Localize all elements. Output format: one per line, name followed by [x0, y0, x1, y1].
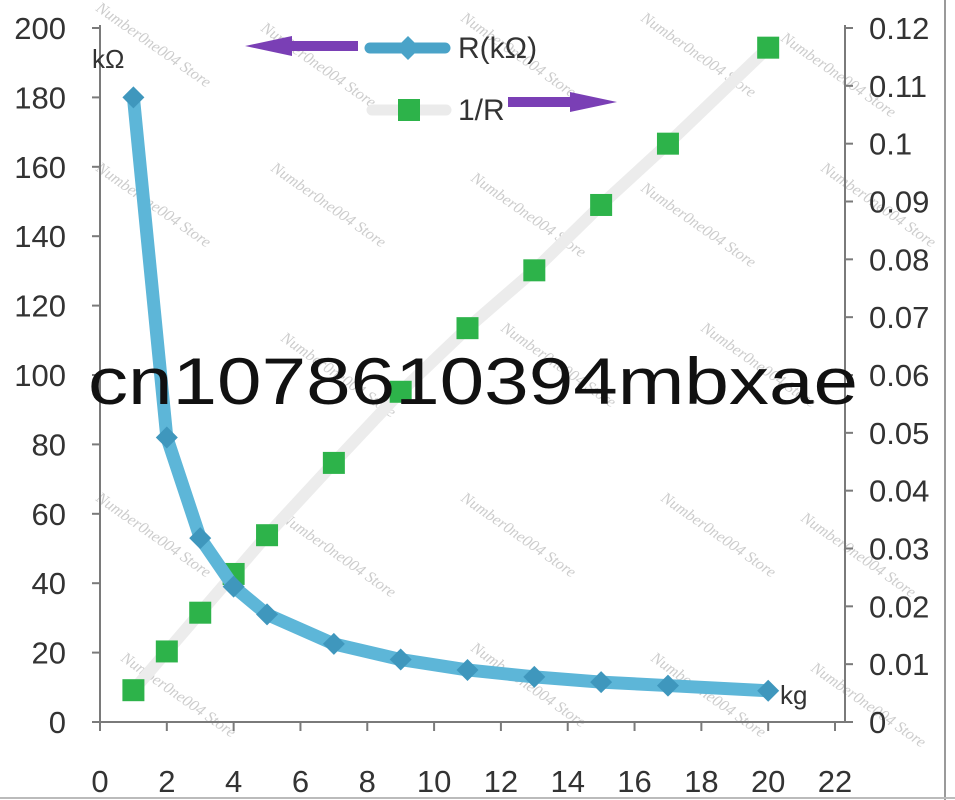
- y-right-tick-label: 0: [869, 705, 886, 740]
- y-right-tick-label: 0.05: [869, 416, 929, 451]
- store-watermark: Number0ne004 Store: [637, 9, 759, 101]
- series-inverse-r: [122, 36, 780, 702]
- inverse-r-point: [322, 451, 345, 474]
- r-point: [322, 632, 345, 655]
- series-r: [122, 86, 780, 702]
- r-line: [126, 90, 775, 698]
- r-point: [656, 674, 679, 697]
- x-unit: kg: [780, 680, 807, 710]
- y-left-tick-label: 160: [14, 150, 66, 185]
- x-tick-label: 4: [225, 764, 242, 799]
- inverse-r-point: [456, 317, 479, 340]
- r-point: [256, 603, 279, 626]
- r-point: [389, 648, 412, 671]
- store-watermark: Number0ne004 Store: [657, 489, 779, 581]
- x-tick-label: 6: [292, 764, 309, 799]
- x-tick-label: 2: [158, 764, 175, 799]
- inverse-r-point: [656, 132, 679, 155]
- y-left-tick-label: 200: [14, 11, 66, 46]
- x-tick-label: 14: [550, 764, 584, 799]
- x-tick-label: 8: [359, 764, 376, 799]
- y-right-tick-label: 0.1: [869, 127, 912, 162]
- y-right-ticks: 0 0.01 0.02 0.03 0.04 0.05 0.06 0.07 0.08 0.09 0.1…: [845, 11, 929, 740]
- inverse-r-point: [523, 259, 546, 282]
- y-right-tick-label: 0.01: [869, 647, 929, 682]
- r-point: [590, 671, 613, 694]
- y-right-tick-label: 0.07: [869, 300, 929, 335]
- inverse-r-point: [122, 679, 145, 702]
- r-point: [189, 527, 212, 550]
- store-watermark: Number0ne004 Store: [467, 169, 589, 261]
- x-tick-label: 22: [818, 764, 852, 799]
- legend-r-label: R(kΩ): [458, 32, 537, 65]
- y-right-tick-label: 0.09: [869, 185, 929, 220]
- y-left-ticks: 0 20 40 60 80 100 120 140 160 180 200: [14, 11, 100, 740]
- x-ticks: 0 2 4 6 8 10 12 14 16 18 20 22: [91, 722, 852, 799]
- y-left-tick-label: 100: [14, 358, 66, 393]
- watermark-text: cn1078610394mbxae: [88, 344, 858, 418]
- y-right-tick-label: 0.08: [869, 242, 929, 277]
- x-tick-label: 10: [417, 764, 451, 799]
- store-watermark: Number0ne004 Store: [267, 159, 389, 251]
- x-tick-label: 16: [617, 764, 651, 799]
- store-watermark: Number0ne004 Store: [277, 509, 399, 601]
- inverse-r-point: [155, 640, 178, 663]
- inverse-r-point: [389, 380, 412, 403]
- x-tick-label: 18: [684, 764, 718, 799]
- y-left-tick-label: 80: [32, 427, 66, 462]
- legend-inv-marker: [398, 99, 420, 121]
- y-right-tick-label: 0.03: [869, 532, 929, 567]
- inverse-r-point: [256, 524, 279, 547]
- y-right-tick-label: 0.12: [869, 11, 929, 46]
- y-left-tick-label: 180: [14, 80, 66, 115]
- y-left-tick-label: 40: [32, 566, 66, 601]
- inverse-r-point: [590, 193, 613, 216]
- store-watermark: Number0ne004 Store: [637, 179, 759, 271]
- legend-r-marker: [396, 36, 420, 60]
- y-right-tick-label: 0.06: [869, 358, 929, 393]
- y-left-tick-label: 120: [14, 289, 66, 324]
- y-left-tick-label: 60: [32, 497, 66, 532]
- r-point: [523, 665, 546, 688]
- legend-inv-label: 1/R: [458, 94, 505, 127]
- store-watermark: Number0ne004 Store: [457, 489, 579, 581]
- x-tick-label: 12: [484, 764, 518, 799]
- r-point: [757, 679, 780, 702]
- y-left-tick-label: 0: [49, 705, 66, 740]
- legend-left-arrow: [245, 36, 358, 56]
- x-tick-label: 0: [91, 764, 108, 799]
- y-right-tick-label: 0.11: [869, 69, 927, 104]
- r-point: [456, 658, 479, 681]
- legend: R(kΩ) 1/R: [245, 32, 617, 127]
- y-left-tick-label: 140: [14, 219, 66, 254]
- r-point: [155, 426, 178, 449]
- legend-right-arrow: [508, 92, 617, 112]
- inverse-r-point: [757, 36, 780, 59]
- y-right-tick-label: 0.02: [869, 589, 929, 624]
- store-watermark: Number0ne004 Store: [257, 19, 379, 111]
- r-point: [122, 86, 145, 109]
- y-left-tick-label: 20: [32, 636, 66, 671]
- y-right-tick-label: 0.04: [869, 474, 929, 509]
- x-tick-label: 20: [751, 764, 785, 799]
- y-left-unit: kΩ: [92, 44, 124, 74]
- r-point: [222, 575, 245, 598]
- inverse-r-point: [189, 601, 212, 624]
